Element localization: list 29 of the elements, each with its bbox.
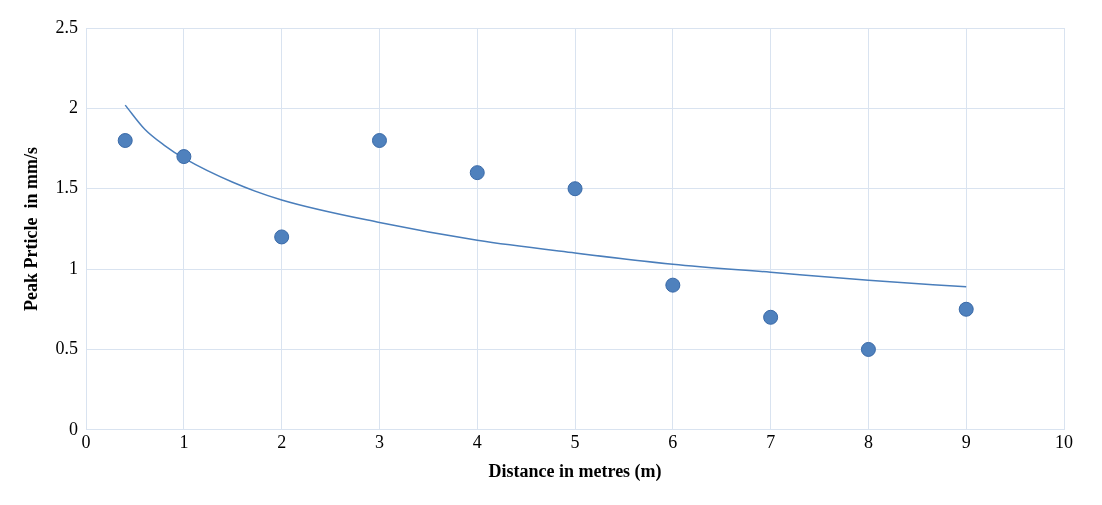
point xyxy=(117,133,133,148)
x-axis-title: Distance in metres (m) xyxy=(488,460,662,482)
y-tick-label: 0 xyxy=(69,418,79,439)
y-tick-label: 1.5 xyxy=(55,177,79,198)
x-tick-label: 7 xyxy=(766,432,776,453)
y-axis-title: Peak Prticle in mm/s xyxy=(21,146,42,311)
point xyxy=(958,301,974,317)
point xyxy=(665,277,681,293)
point xyxy=(371,133,387,148)
x-tick-label: 2 xyxy=(277,432,287,453)
point xyxy=(176,149,192,165)
y-tick-label: 2.5 xyxy=(55,16,79,37)
x-tick-label: 6 xyxy=(668,432,678,453)
x-tick-label: 5 xyxy=(570,432,580,453)
x-tick-label: 4 xyxy=(472,432,482,453)
x-tick-label: 1 xyxy=(179,432,189,453)
point xyxy=(567,181,583,197)
point xyxy=(469,165,485,181)
line-series xyxy=(124,104,967,288)
y-tick-label: 1 xyxy=(69,257,79,278)
x-tick-label: 10 xyxy=(1055,432,1073,453)
point xyxy=(860,341,876,357)
x-tick-label: 3 xyxy=(374,432,384,453)
point xyxy=(274,229,290,245)
y-tick-label: 0.5 xyxy=(55,338,79,359)
point xyxy=(763,309,779,325)
x-tick-label: 8 xyxy=(863,432,873,453)
x-tick-label: 9 xyxy=(961,432,971,453)
y-tick-label: 2 xyxy=(69,97,79,118)
